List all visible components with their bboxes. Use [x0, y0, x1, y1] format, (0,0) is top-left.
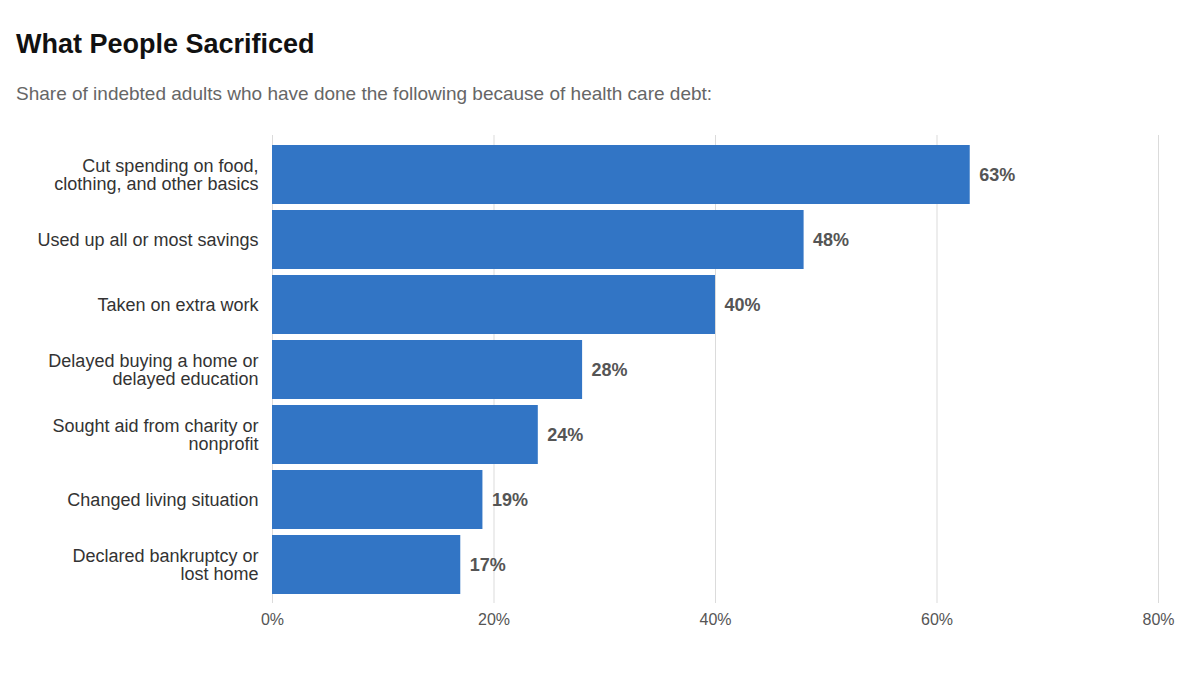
- svg-text:Sought aid from charity ornonp: Sought aid from charity ornonprofit: [52, 416, 258, 454]
- svg-text:40%: 40%: [725, 295, 761, 315]
- svg-text:Delayed buying a home ordelaye: Delayed buying a home ordelayed educatio…: [48, 351, 258, 389]
- svg-text:40%: 40%: [699, 611, 731, 628]
- svg-text:24%: 24%: [547, 425, 583, 445]
- svg-text:20%: 20%: [478, 611, 510, 628]
- svg-text:Declared bankruptcy orlost hom: Declared bankruptcy orlost home: [72, 546, 258, 584]
- html-text:Share of indebted adults who h: Share of indebted adults who have done t…: [16, 83, 713, 104]
- svg-text:Cut spending on food,clothing,: Cut spending on food,clothing, and other…: [54, 156, 258, 194]
- svg-text:19%: 19%: [492, 490, 528, 510]
- svg-text:0%: 0%: [261, 611, 284, 628]
- svg-text:Changed living situation: Changed living situation: [67, 490, 258, 510]
- svg-text:Used up all or most savings: Used up all or most savings: [37, 230, 258, 250]
- svg-text:28%: 28%: [592, 360, 628, 380]
- html-text:What People Sacrificed: What People Sacrificed: [16, 29, 315, 59]
- svg-text:63%: 63%: [979, 165, 1015, 185]
- svg-text:Taken on extra work: Taken on extra work: [97, 295, 259, 315]
- svg-text:48%: 48%: [813, 230, 849, 250]
- svg-text:80%: 80%: [1142, 611, 1174, 628]
- svg-text:17%: 17%: [470, 555, 506, 575]
- svg-text:60%: 60%: [921, 611, 953, 628]
